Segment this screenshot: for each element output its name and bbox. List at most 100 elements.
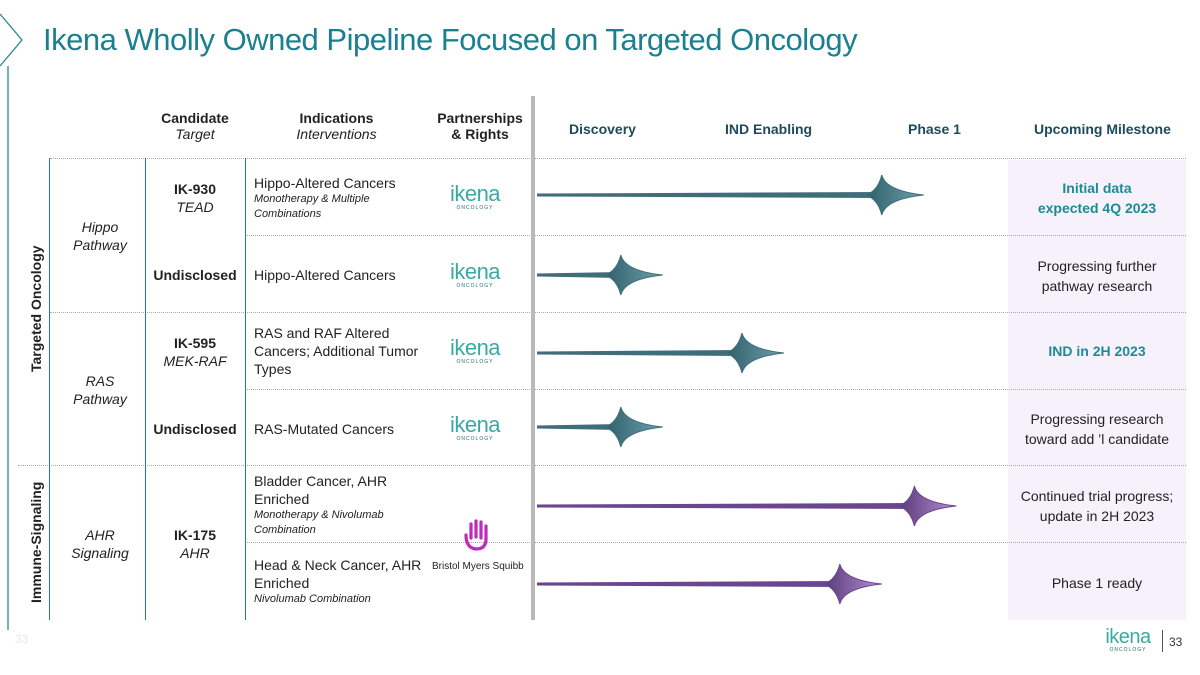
candidate-id: IK-930	[173, 181, 217, 197]
indication-text-line1: RAS and RAF Altered	[254, 325, 390, 341]
indications-header: Indications Interventions	[264, 110, 409, 142]
candidate-id: Undisclosed	[153, 267, 237, 283]
row-separator	[50, 158, 1186, 159]
indication-row-5: Bladder Cancer, AHR Enriched Monotherapy…	[254, 472, 429, 538]
row-separator	[18, 465, 1186, 466]
ikena-logo-sub: ONCOLOGY	[456, 359, 494, 365]
row-separator	[245, 235, 1186, 236]
arrow-star-head	[822, 563, 882, 605]
pathway-ras-line1: RAS	[85, 373, 115, 389]
arrow-shaft	[537, 272, 621, 278]
ikena-logo: ikena ONCOLOGY	[440, 414, 510, 443]
milestone-line2: pathway research	[1041, 278, 1153, 294]
pathway-ahr-line1: AHR	[85, 527, 115, 543]
candidate-undisclosed-ras: Undisclosed	[147, 420, 243, 438]
arrow-star-head	[603, 254, 663, 296]
indication-row-1: Hippo-Altered Cancers Monotherapy & Mult…	[254, 174, 429, 222]
ikena-logo-word: ikena	[449, 181, 501, 206]
pathway-ahr: AHR Signaling	[55, 526, 145, 562]
pathway-hippo-line1: Hippo	[81, 219, 119, 235]
indication-text: RAS-Mutated Cancers	[254, 421, 395, 437]
milestone-ik175-bladder: Continued trial progress; update in 2H 2…	[1008, 486, 1186, 526]
page-number: 33	[1169, 635, 1183, 649]
page-title: Ikena Wholly Owned Pipeline Focused on T…	[43, 22, 858, 57]
indication-text-line2: Enriched	[254, 575, 310, 591]
ikena-logo: ikena ONCOLOGY	[440, 181, 510, 212]
intervention-text: Monotherapy & Multiple Combinations	[254, 193, 370, 220]
candidate-target: TEAD	[176, 199, 214, 215]
intervention-text: Nivolumab Combination	[254, 593, 371, 605]
milestone-undisclosed-ras: Progressing research toward add ’l candi…	[1008, 409, 1186, 449]
milestone-line1: Progressing further	[1037, 258, 1157, 274]
ikena-logo-sub: ONCOLOGY	[456, 205, 494, 211]
milestone-line1: Progressing research	[1030, 411, 1164, 427]
pathway-ras-line2: Pathway	[73, 391, 127, 407]
stage-header-milestone: Upcoming Milestone	[1034, 121, 1171, 137]
progress-arrow	[537, 174, 924, 216]
stage-header-phase1: Phase 1	[908, 121, 961, 137]
indication-text: Hippo-Altered Cancers	[254, 267, 396, 283]
milestone-ik595: IND in 2H 2023	[1008, 341, 1186, 361]
indication-row-6: Head & Neck Cancer, AHR Enriched Nivolum…	[254, 556, 429, 607]
milestone-line1: Initial data	[1062, 180, 1132, 196]
milestone-line2: update in 2H 2023	[1039, 508, 1155, 524]
candidate-id: Undisclosed	[153, 421, 237, 437]
milestone-undisclosed-hippo: Progressing further pathway research	[1008, 256, 1186, 296]
stage-header-discovery: Discovery	[569, 121, 636, 137]
bms-hand-icon	[464, 519, 488, 551]
ikena-logo-word: ikena	[449, 335, 501, 360]
indication-text-line3: Types	[254, 361, 292, 377]
candidate-target: MEK-RAF	[163, 353, 227, 369]
arrow-star-head	[603, 406, 663, 448]
pathway-divider	[145, 158, 146, 620]
bms-logo-word: Bristol Myers Squibb	[432, 561, 524, 572]
interventions-header-label: Interventions	[296, 126, 377, 142]
row-separator	[245, 542, 1186, 543]
candidate-ik175: IK-175 AHR	[147, 526, 243, 562]
indications-header-label: Indications	[299, 110, 374, 126]
ikena-logo: ikena ONCOLOGY	[440, 259, 510, 290]
pathway-hippo-line2: Pathway	[73, 237, 127, 253]
milestone-text: IND in 2H 2023	[1048, 343, 1146, 359]
pathway-ras: RAS Pathway	[55, 372, 145, 408]
stage-divider	[531, 96, 535, 620]
ikena-logo-sub: ONCOLOGY	[456, 283, 494, 289]
milestone-ik175-head-neck: Phase 1 ready	[1008, 573, 1186, 593]
candidate-target: AHR	[180, 545, 210, 561]
candidate-ik595: IK-595 MEK-RAF	[147, 334, 243, 370]
arrow-shaft	[537, 581, 840, 587]
indication-text-line1: Head & Neck Cancer, AHR	[254, 557, 422, 573]
milestone-line2: toward add ’l candidate	[1025, 431, 1169, 447]
arrow-shaft	[537, 424, 621, 430]
arrow-shaft	[537, 503, 915, 509]
candidate-id: IK-595	[173, 335, 217, 351]
ikena-logo: ikena ONCOLOGY	[440, 335, 510, 366]
milestone-ik930: Initial data expected 4Q 2023	[1008, 178, 1186, 218]
candidate-header-label: Candidate	[161, 110, 229, 126]
progress-arrow	[537, 563, 882, 605]
indication-text-line2: Cancers; Additional Tumor	[254, 343, 419, 359]
indication-text-line1: Bladder Cancer, AHR	[254, 473, 388, 489]
ikena-logo-sub: ONCOLOGY	[456, 436, 494, 442]
indication-text-line2: Enriched	[254, 491, 310, 507]
intervention-text: Monotherapy & Nivolumab Combination	[254, 509, 384, 536]
progress-arrow	[537, 332, 785, 374]
partnerships-header-label: Partnerships	[437, 110, 523, 126]
footer-watermark-page: 33	[15, 632, 29, 646]
progress-arrow	[537, 254, 663, 296]
candidate-ik930: IK-930 TEAD	[147, 180, 243, 216]
arrow-shaft	[537, 192, 882, 198]
footer-ikena-logo: ikena ONCOLOGY	[1097, 626, 1159, 653]
candidate-divider	[245, 158, 246, 620]
indication-row-4: RAS-Mutated Cancers	[254, 420, 429, 438]
stage-header-ind-enabling: IND Enabling	[725, 121, 813, 137]
row-separator	[245, 389, 1186, 390]
arrow-star-head	[864, 174, 924, 216]
candidate-undisclosed-hippo: Undisclosed	[147, 266, 243, 284]
ikena-logo-word: ikena	[449, 259, 501, 284]
arrow-shaft	[537, 350, 742, 356]
arrow-star-head	[724, 332, 785, 374]
footer-ikena-word: ikena	[1105, 626, 1151, 648]
